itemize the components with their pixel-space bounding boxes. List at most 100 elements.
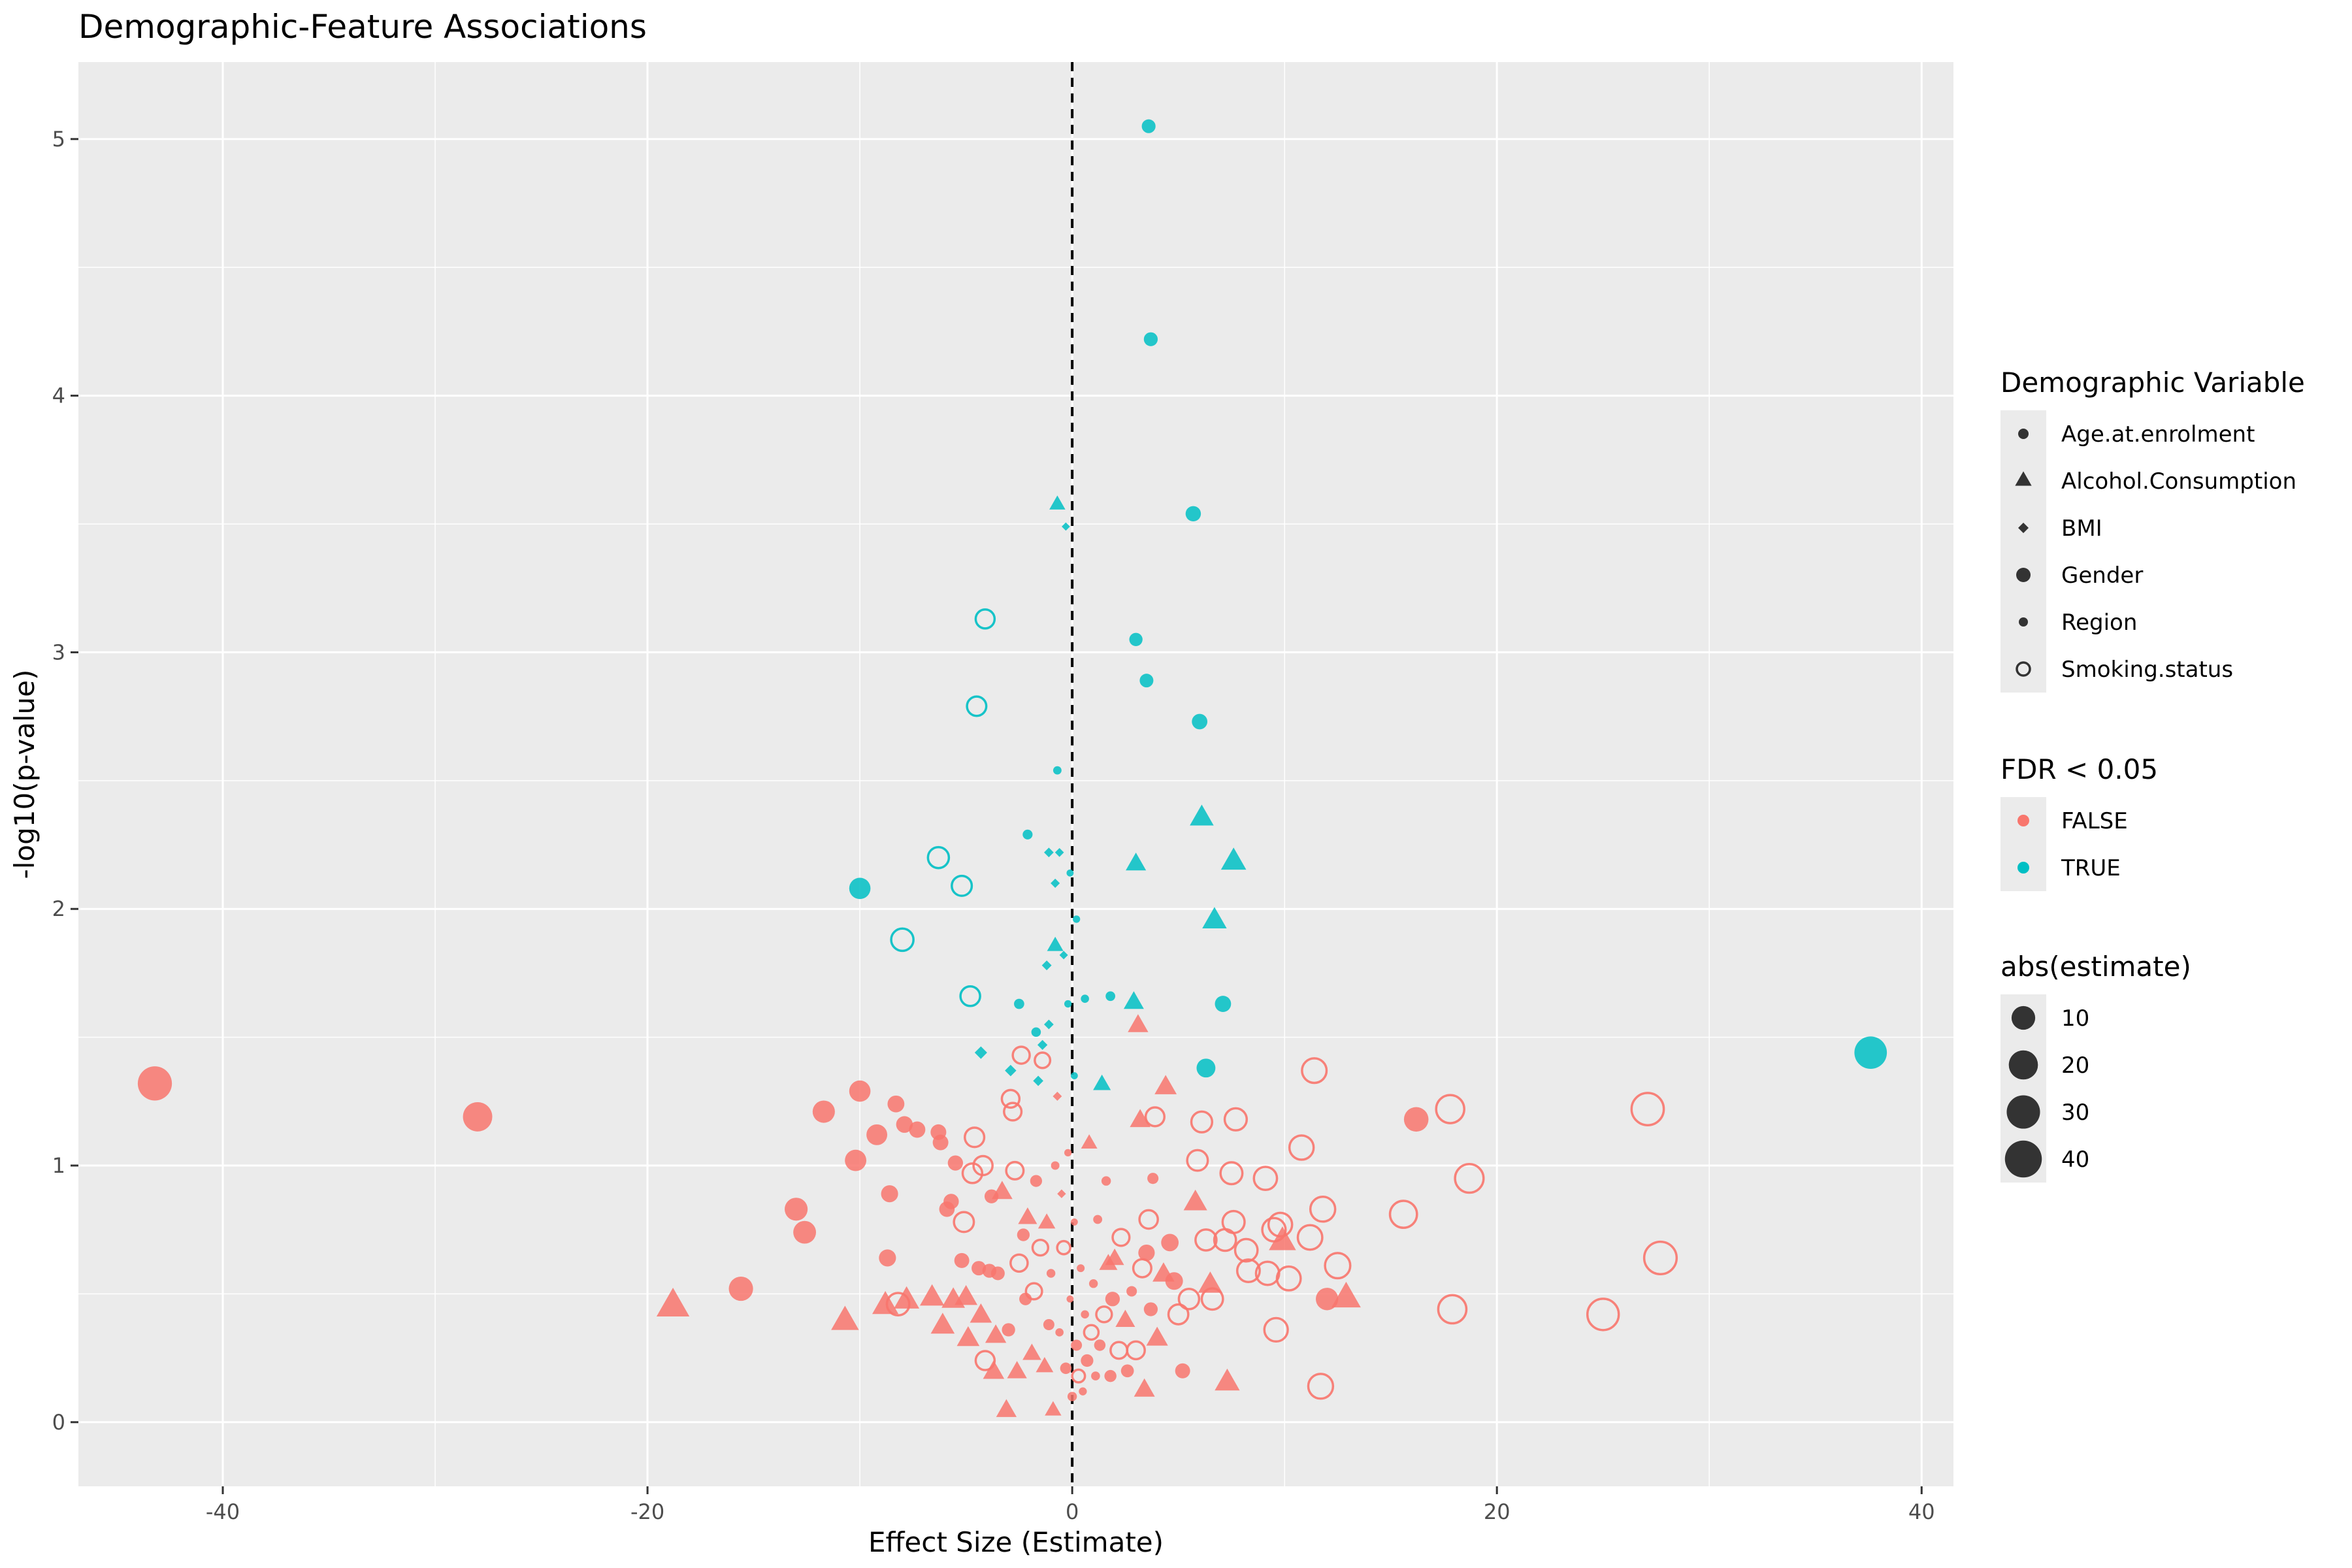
data-point <box>1388 1200 1418 1230</box>
legend-shape-label: Region <box>2061 610 2137 636</box>
data-point <box>1055 1328 1064 1337</box>
legend-shape-key <box>2018 429 2029 439</box>
legend-shape-label: Gender <box>2061 563 2143 589</box>
data-point <box>955 1284 978 1305</box>
data-point <box>1190 804 1214 826</box>
data-point <box>1190 1110 1214 1134</box>
data-point <box>1051 1161 1060 1170</box>
y-tick-label: 5 <box>52 127 65 152</box>
legend-shape-key <box>2016 661 2031 677</box>
data-point <box>1070 1218 1078 1226</box>
data-point <box>1219 1161 1244 1186</box>
legend-size-key <box>2011 1005 2036 1030</box>
data-point <box>1037 1213 1056 1229</box>
data-point <box>947 1155 963 1171</box>
data-point <box>1094 1339 1106 1351</box>
data-point <box>1031 1239 1050 1257</box>
data-point <box>1047 936 1064 951</box>
data-point <box>463 1102 493 1132</box>
data-point <box>1053 766 1062 775</box>
data-point <box>1269 1226 1296 1250</box>
data-point <box>1088 1279 1098 1288</box>
data-point <box>1081 1354 1094 1367</box>
data-point <box>1104 1369 1117 1382</box>
y-tick-label: 1 <box>52 1153 65 1178</box>
data-point <box>879 1249 896 1267</box>
data-point <box>1081 1134 1098 1149</box>
data-point <box>866 1124 888 1145</box>
data-point <box>1192 713 1208 730</box>
data-point <box>1235 1258 1261 1284</box>
data-point <box>1007 1361 1027 1379</box>
data-point <box>964 1126 986 1149</box>
x-axis-title: Effect Size (Estimate) <box>868 1526 1164 1558</box>
x-tick-label: -20 <box>630 1499 664 1524</box>
data-point <box>1126 1286 1137 1297</box>
legend-color-label: FALSE <box>2061 808 2128 834</box>
data-point <box>956 1326 980 1347</box>
data-point <box>849 877 871 900</box>
data-point <box>1095 1305 1113 1324</box>
data-point <box>1138 1209 1159 1230</box>
data-point <box>1120 1364 1134 1378</box>
data-point <box>1093 1074 1111 1090</box>
data-point <box>1202 907 1227 928</box>
data-point <box>812 1100 835 1123</box>
data-point <box>1041 960 1052 971</box>
data-point <box>1138 1244 1155 1262</box>
axis-ticks: -40 -20 0 20 40 0 1 2 3 4 5 <box>52 127 1935 1524</box>
data-point <box>1221 1209 1246 1234</box>
data-point <box>1196 1058 1216 1078</box>
data-point <box>954 1252 970 1268</box>
legend-shape-key <box>2018 523 2029 533</box>
data-point <box>1288 1134 1315 1161</box>
legend-shape-key <box>2015 471 2032 486</box>
data-point <box>951 874 973 897</box>
data-point <box>1177 1288 1201 1311</box>
data-point <box>1056 1239 1071 1256</box>
data-point <box>1198 1271 1222 1293</box>
data-point <box>919 1284 945 1306</box>
legend-shape-label: Smoking.status <box>2061 657 2233 683</box>
data-point <box>1093 1215 1103 1224</box>
data-point <box>1072 915 1081 923</box>
data-point <box>1079 1387 1087 1396</box>
data-point <box>1081 1310 1089 1319</box>
data-point <box>1105 991 1116 1002</box>
data-point <box>943 1194 959 1209</box>
legend-size-label: 20 <box>2061 1053 2089 1079</box>
data-point <box>983 1360 1005 1379</box>
data-point <box>1071 1339 1083 1351</box>
data-point <box>1331 1281 1361 1308</box>
data-point <box>1586 1298 1620 1331</box>
legend-shape-label: Age.at.enrolment <box>2061 421 2255 448</box>
data-point <box>894 1286 920 1309</box>
data-point <box>974 1350 996 1371</box>
data-point <box>1062 522 1070 531</box>
data-point <box>1036 1356 1054 1373</box>
data-point <box>926 845 951 870</box>
legend-size-label: 30 <box>2061 1100 2089 1126</box>
data-point <box>1126 1340 1146 1361</box>
data-point <box>985 1324 1007 1343</box>
data-point <box>785 1198 808 1221</box>
data-point <box>1454 1163 1485 1194</box>
legend-shape-key <box>2019 617 2028 627</box>
data-point <box>845 1149 867 1171</box>
data-point <box>1175 1363 1190 1379</box>
legend-size-label: 40 <box>2061 1147 2089 1173</box>
data-point <box>974 608 996 630</box>
data-point <box>1143 332 1158 346</box>
data-point <box>872 1291 899 1315</box>
data-point <box>1154 1075 1177 1094</box>
data-point <box>959 985 981 1007</box>
data-point <box>1064 1149 1072 1157</box>
chart-title: Demographic-Feature Associations <box>78 8 647 46</box>
data-point <box>991 1181 1013 1200</box>
data-point <box>1009 1253 1029 1273</box>
data-point <box>890 927 915 953</box>
data-point <box>1091 1371 1100 1380</box>
data-point <box>1037 1039 1048 1051</box>
data-point <box>1003 1102 1023 1122</box>
